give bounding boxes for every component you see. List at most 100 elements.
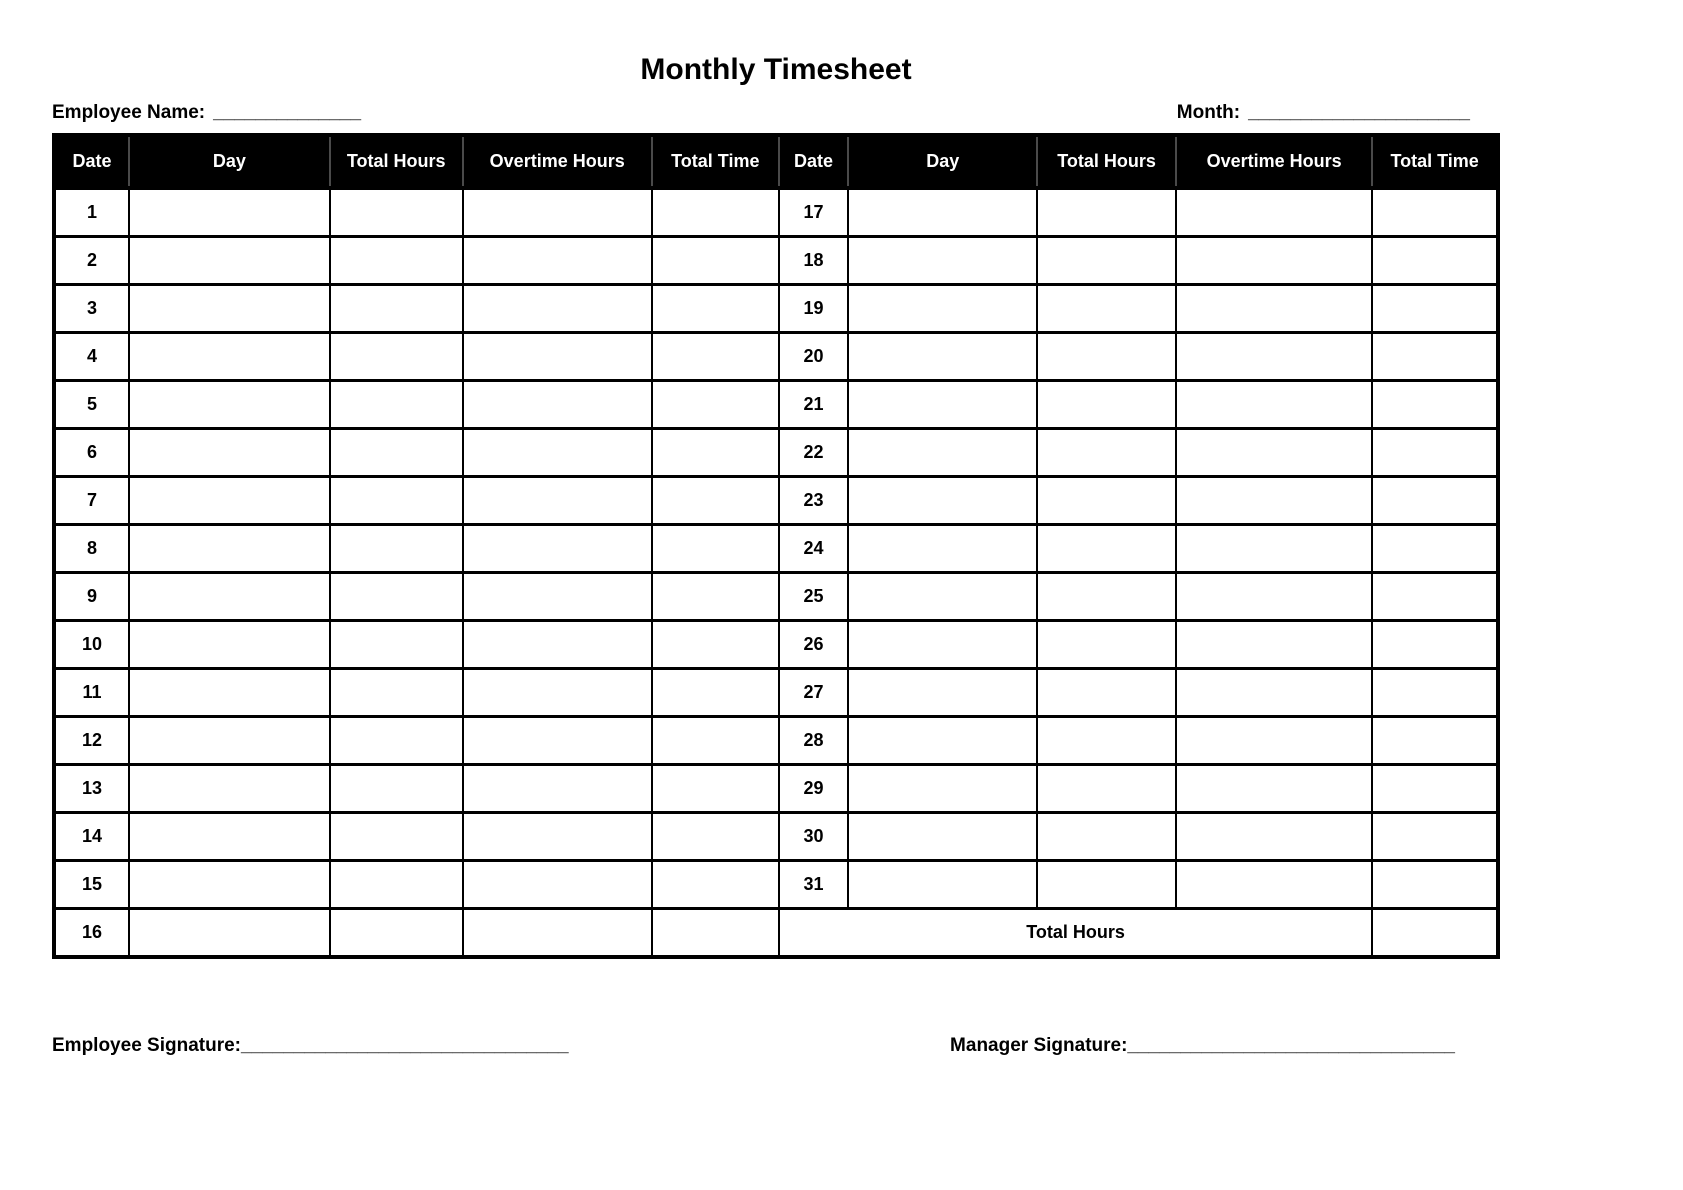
total-hours-cell[interactable] bbox=[328, 379, 464, 430]
total-time-cell[interactable] bbox=[650, 907, 780, 959]
day-cell[interactable] bbox=[847, 811, 1039, 862]
overtime-hours-cell[interactable] bbox=[1174, 715, 1374, 766]
day-cell[interactable] bbox=[128, 427, 331, 478]
total-time-cell[interactable] bbox=[650, 523, 780, 574]
total-time-cell[interactable] bbox=[1371, 331, 1499, 382]
total-time-cell[interactable] bbox=[650, 331, 780, 382]
day-cell[interactable] bbox=[128, 667, 331, 718]
total-time-cell[interactable] bbox=[1371, 619, 1499, 670]
day-cell[interactable] bbox=[128, 235, 331, 286]
total-time-cell[interactable] bbox=[650, 811, 780, 862]
day-cell[interactable] bbox=[847, 715, 1039, 766]
total-hours-cell[interactable] bbox=[328, 523, 464, 574]
day-cell[interactable] bbox=[128, 283, 331, 334]
total-time-cell[interactable] bbox=[1371, 667, 1499, 718]
day-cell[interactable] bbox=[128, 571, 331, 622]
day-cell[interactable] bbox=[128, 907, 331, 959]
day-cell[interactable] bbox=[847, 763, 1039, 814]
overtime-hours-cell[interactable] bbox=[1174, 763, 1374, 814]
day-cell[interactable] bbox=[128, 379, 331, 430]
total-time-cell[interactable] bbox=[1371, 811, 1499, 862]
day-cell[interactable] bbox=[847, 379, 1039, 430]
day-cell[interactable] bbox=[847, 186, 1039, 238]
total-hours-cell[interactable] bbox=[328, 763, 464, 814]
total-hours-cell[interactable] bbox=[1036, 763, 1177, 814]
total-hours-cell[interactable] bbox=[1036, 619, 1177, 670]
total-hours-cell[interactable] bbox=[1036, 331, 1177, 382]
employee-name-line[interactable]: ______________ bbox=[213, 102, 362, 123]
overtime-hours-cell[interactable] bbox=[461, 283, 653, 334]
total-hours-cell[interactable] bbox=[1036, 235, 1177, 286]
total-hours-cell[interactable] bbox=[1036, 427, 1177, 478]
total-time-cell[interactable] bbox=[1371, 763, 1499, 814]
total-hours-cell[interactable] bbox=[1036, 186, 1177, 238]
day-cell[interactable] bbox=[128, 859, 331, 910]
total-time-cell[interactable] bbox=[1371, 523, 1499, 574]
month-line[interactable]: _____________________ bbox=[1248, 102, 1470, 123]
total-hours-cell[interactable] bbox=[328, 475, 464, 526]
overtime-hours-cell[interactable] bbox=[1174, 331, 1374, 382]
total-hours-cell[interactable] bbox=[1036, 283, 1177, 334]
total-time-cell[interactable] bbox=[1371, 379, 1499, 430]
overtime-hours-cell[interactable] bbox=[461, 763, 653, 814]
overtime-hours-cell[interactable] bbox=[461, 715, 653, 766]
overtime-hours-cell[interactable] bbox=[1174, 811, 1374, 862]
total-hours-cell[interactable] bbox=[1036, 811, 1177, 862]
total-time-cell[interactable] bbox=[650, 859, 780, 910]
day-cell[interactable] bbox=[128, 619, 331, 670]
overtime-hours-cell[interactable] bbox=[1174, 186, 1374, 238]
day-cell[interactable] bbox=[847, 571, 1039, 622]
total-time-cell[interactable] bbox=[650, 283, 780, 334]
employee-signature-line[interactable]: _______________________________ bbox=[241, 1035, 569, 1056]
total-hours-cell[interactable] bbox=[328, 619, 464, 670]
total-time-cell[interactable] bbox=[1371, 235, 1499, 286]
total-time-cell[interactable] bbox=[1371, 283, 1499, 334]
overtime-hours-cell[interactable] bbox=[1174, 379, 1374, 430]
total-hours-cell[interactable] bbox=[1036, 475, 1177, 526]
overtime-hours-cell[interactable] bbox=[461, 427, 653, 478]
overtime-hours-cell[interactable] bbox=[1174, 427, 1374, 478]
overtime-hours-cell[interactable] bbox=[461, 186, 653, 238]
overtime-hours-cell[interactable] bbox=[1174, 667, 1374, 718]
total-time-cell[interactable] bbox=[650, 763, 780, 814]
total-time-cell[interactable] bbox=[1371, 907, 1499, 959]
overtime-hours-cell[interactable] bbox=[1174, 859, 1374, 910]
day-cell[interactable] bbox=[847, 331, 1039, 382]
overtime-hours-cell[interactable] bbox=[1174, 523, 1374, 574]
total-time-cell[interactable] bbox=[1371, 859, 1499, 910]
total-hours-cell[interactable] bbox=[328, 283, 464, 334]
overtime-hours-cell[interactable] bbox=[461, 235, 653, 286]
overtime-hours-cell[interactable] bbox=[461, 523, 653, 574]
total-hours-cell[interactable] bbox=[328, 331, 464, 382]
overtime-hours-cell[interactable] bbox=[1174, 235, 1374, 286]
total-hours-cell[interactable] bbox=[328, 811, 464, 862]
overtime-hours-cell[interactable] bbox=[461, 811, 653, 862]
total-time-cell[interactable] bbox=[1371, 571, 1499, 622]
day-cell[interactable] bbox=[847, 475, 1039, 526]
total-time-cell[interactable] bbox=[1371, 475, 1499, 526]
total-hours-cell[interactable] bbox=[328, 859, 464, 910]
total-hours-cell[interactable] bbox=[1036, 667, 1177, 718]
day-cell[interactable] bbox=[847, 859, 1039, 910]
day-cell[interactable] bbox=[128, 523, 331, 574]
total-hours-cell[interactable] bbox=[1036, 379, 1177, 430]
day-cell[interactable] bbox=[847, 235, 1039, 286]
total-hours-cell[interactable] bbox=[328, 715, 464, 766]
day-cell[interactable] bbox=[128, 763, 331, 814]
total-time-cell[interactable] bbox=[650, 571, 780, 622]
overtime-hours-cell[interactable] bbox=[461, 907, 653, 959]
total-time-cell[interactable] bbox=[1371, 715, 1499, 766]
total-hours-cell[interactable] bbox=[328, 907, 464, 959]
manager-signature-line[interactable]: _______________________________ bbox=[1127, 1035, 1455, 1056]
overtime-hours-cell[interactable] bbox=[461, 571, 653, 622]
total-hours-cell[interactable] bbox=[1036, 859, 1177, 910]
total-hours-cell[interactable] bbox=[1036, 571, 1177, 622]
day-cell[interactable] bbox=[847, 427, 1039, 478]
overtime-hours-cell[interactable] bbox=[461, 859, 653, 910]
overtime-hours-cell[interactable] bbox=[1174, 283, 1374, 334]
total-hours-cell[interactable] bbox=[1036, 523, 1177, 574]
day-cell[interactable] bbox=[128, 811, 331, 862]
day-cell[interactable] bbox=[847, 667, 1039, 718]
overtime-hours-cell[interactable] bbox=[461, 667, 653, 718]
total-hours-cell[interactable] bbox=[328, 667, 464, 718]
